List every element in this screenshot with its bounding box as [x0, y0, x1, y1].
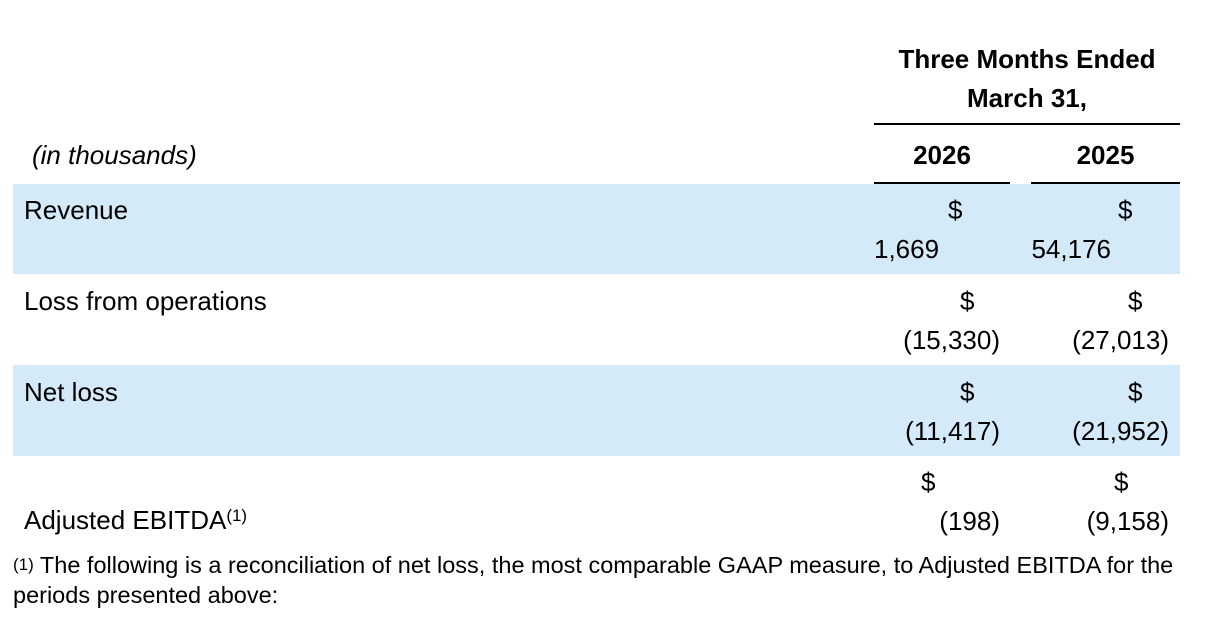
row-label-loss-from-operations: Loss from operations [24, 286, 267, 316]
value-revenue-2025: 54,176 [1031, 234, 1111, 264]
currency-symbol: $ [960, 286, 975, 316]
currency-symbol: $ [960, 377, 975, 407]
value-adjusted-ebitda-2026: (198) [939, 506, 1000, 536]
value-net-loss-2026: (11,417) [905, 416, 1000, 446]
footnote-ref: (1) [226, 506, 248, 525]
value-net-loss-2025: (21,952) [1072, 416, 1169, 446]
value-loss-from-operations-2026: (15,330) [903, 325, 1000, 355]
period-header-line1: Three Months Ended [898, 44, 1156, 74]
row-label-text: Adjusted EBITDA [24, 505, 227, 535]
currency-symbol: $ [1128, 286, 1143, 316]
year-header-2025: 2025 [1076, 140, 1135, 170]
footnote-marker: (1) [13, 555, 34, 574]
row-label-net-loss: Net loss [24, 377, 118, 407]
header-rule-2026 [874, 182, 1010, 184]
year-header-2026: 2026 [913, 140, 971, 170]
footnote: (1) The following is a reconciliation of… [13, 550, 1193, 610]
currency-symbol: $ [921, 467, 936, 497]
units-label: (in thousands) [32, 140, 197, 170]
currency-symbol: $ [1128, 377, 1143, 407]
currency-symbol: $ [1118, 195, 1133, 225]
currency-symbol: $ [1114, 467, 1129, 497]
header-rule-period [874, 123, 1180, 125]
footnote-text: The following is a reconciliation of net… [13, 552, 1174, 608]
header-rule-2025 [1031, 182, 1180, 184]
currency-symbol: $ [948, 195, 963, 225]
period-header-line2: March 31, [967, 83, 1087, 113]
row-label-revenue: Revenue [24, 195, 129, 225]
row-band-net-loss [13, 365, 1180, 456]
value-adjusted-ebitda-2025: (9,158) [1086, 506, 1169, 536]
value-revenue-2026: 1,669 [874, 234, 940, 264]
value-loss-from-operations-2025: (27,013) [1072, 325, 1169, 355]
row-label-adjusted-ebitda: Adjusted EBITDA(1) [24, 505, 247, 536]
row-band-revenue [13, 184, 1180, 274]
